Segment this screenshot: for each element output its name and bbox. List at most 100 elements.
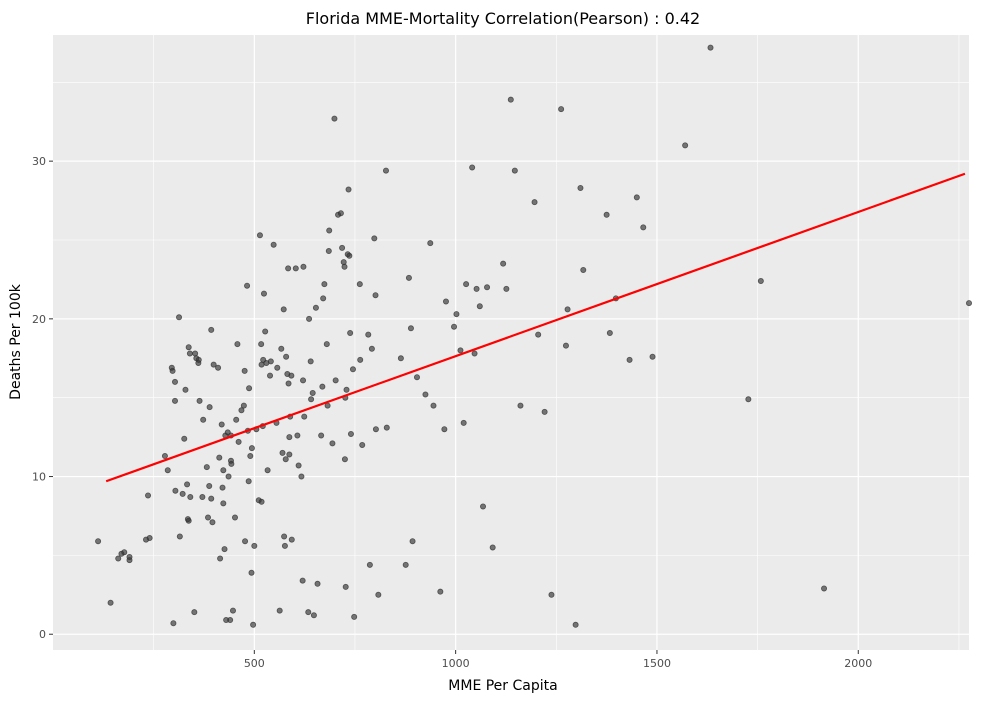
y-tick-label: 20 (32, 313, 46, 326)
data-point (227, 617, 234, 624)
data-point (184, 481, 191, 488)
data-point (489, 544, 496, 551)
data-point (517, 402, 524, 409)
data-point (484, 284, 491, 291)
data-point (437, 588, 444, 595)
data-point (325, 248, 332, 255)
data-point (341, 456, 348, 463)
y-tick-label: 0 (39, 628, 46, 641)
data-point (220, 500, 227, 507)
x-axis-title: MME Per Capita (448, 678, 557, 694)
data-point (294, 432, 301, 439)
x-tick-label: 500 (244, 657, 265, 670)
data-point (572, 621, 579, 628)
data-point (164, 467, 171, 474)
data-point (280, 306, 287, 313)
data-point (229, 607, 236, 614)
data-point (562, 342, 569, 349)
data-point (966, 300, 973, 307)
data-point (332, 377, 339, 384)
data-point (233, 416, 240, 423)
data-point (300, 263, 307, 270)
data-point (340, 259, 347, 266)
data-point (409, 538, 416, 545)
data-point (343, 386, 350, 393)
data-point (225, 473, 232, 480)
data-point (221, 546, 228, 553)
data-point (633, 194, 640, 201)
data-point (345, 186, 352, 193)
y-axis-title: Deaths Per 100k (8, 283, 24, 400)
data-point (476, 303, 483, 310)
y-tick-label: 10 (32, 471, 46, 484)
data-point (95, 538, 102, 545)
chart-title: Florida MME-Mortality Correlation(Pearso… (306, 9, 700, 28)
x-axis-ticks: 500 1000 1500 2000 (244, 650, 872, 670)
data-point (185, 344, 192, 351)
data-point (453, 311, 460, 318)
data-point (413, 374, 420, 381)
data-point (195, 356, 202, 363)
data-point (383, 424, 390, 431)
data-point (707, 44, 714, 51)
data-point (250, 621, 257, 628)
data-point (126, 553, 133, 560)
data-point (161, 453, 168, 460)
data-point (339, 244, 346, 251)
data-point (337, 210, 344, 217)
points-layer (95, 44, 973, 628)
data-point (286, 434, 293, 441)
data-point (179, 490, 186, 497)
data-point (365, 331, 372, 338)
data-point (503, 285, 510, 292)
data-point (208, 326, 215, 333)
data-point (279, 449, 286, 456)
data-point (286, 451, 293, 458)
data-point (531, 199, 538, 206)
data-point (206, 482, 213, 489)
data-point (507, 96, 514, 103)
data-point (463, 281, 470, 288)
data-point (244, 282, 251, 289)
data-point (215, 364, 222, 371)
data-point (264, 467, 271, 474)
data-point (351, 613, 358, 620)
data-point (170, 620, 177, 627)
data-point (231, 514, 238, 521)
data-point (564, 306, 571, 313)
data-point (366, 561, 373, 568)
data-point (283, 353, 290, 360)
data-point (500, 260, 507, 267)
y-tick-label: 30 (32, 155, 46, 168)
data-point (172, 487, 179, 494)
data-point (267, 372, 274, 379)
data-point (577, 184, 584, 191)
data-point (626, 356, 633, 363)
data-point (258, 341, 265, 348)
data-point (451, 323, 458, 330)
data-point (196, 397, 203, 404)
data-point (382, 167, 389, 174)
data-point (285, 265, 292, 272)
data-point (407, 325, 414, 332)
data-point (320, 295, 327, 302)
data-point (323, 341, 330, 348)
data-point (307, 358, 314, 365)
data-point (606, 330, 613, 337)
data-point (326, 227, 333, 234)
data-point (469, 164, 476, 171)
data-point (185, 517, 192, 524)
data-point (242, 538, 249, 545)
data-point (240, 402, 247, 409)
data-point (318, 432, 325, 439)
data-point (535, 331, 542, 338)
data-point (427, 240, 434, 247)
x-tick-label: 1500 (643, 657, 671, 670)
data-point (267, 358, 274, 365)
data-point (331, 115, 338, 122)
data-point (219, 484, 226, 491)
data-point (682, 142, 689, 149)
data-point (341, 263, 348, 270)
data-point (285, 380, 292, 387)
